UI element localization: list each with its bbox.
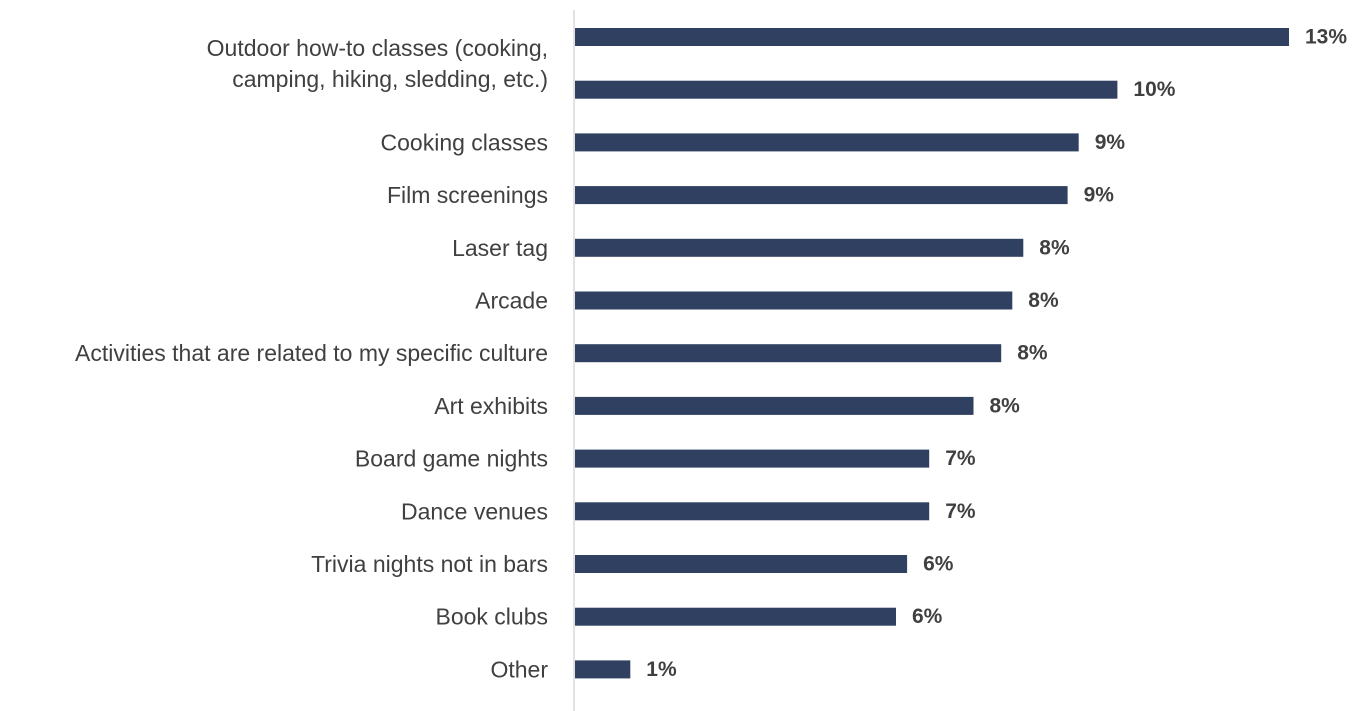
data-label: 8% xyxy=(990,394,1021,417)
data-label: 8% xyxy=(1017,342,1048,365)
category-label: Board game nights xyxy=(355,446,548,472)
bar xyxy=(575,28,1289,46)
category-label: Film screenings xyxy=(387,182,548,208)
bar xyxy=(575,607,896,626)
bar xyxy=(575,186,1068,205)
bars-layer xyxy=(575,28,1289,679)
category-label: Laser tag xyxy=(452,235,548,261)
data-label: 10% xyxy=(1133,78,1175,101)
bar xyxy=(575,502,930,521)
bar xyxy=(575,449,930,468)
data-label: 6% xyxy=(912,605,943,628)
category-label: Book clubs xyxy=(435,604,548,630)
data-label: 6% xyxy=(923,553,954,576)
category-label: Art exhibits xyxy=(434,393,548,419)
data-label: 8% xyxy=(1039,236,1070,259)
category-label: Trivia nights not in bars xyxy=(311,551,548,577)
data-label: 8% xyxy=(1028,289,1059,312)
bar xyxy=(575,291,1013,310)
category-label: Arcade xyxy=(475,288,548,314)
data-label: 9% xyxy=(1084,184,1115,207)
category-label: camping, hiking, sledding, etc.) xyxy=(232,66,548,92)
bar xyxy=(575,396,974,415)
bar xyxy=(575,555,908,573)
category-label: Other xyxy=(490,656,548,682)
bar xyxy=(575,80,1118,99)
data-label: 7% xyxy=(945,500,976,523)
category-label: Activities that are related to my specif… xyxy=(75,340,548,366)
data-label: 1% xyxy=(646,658,677,681)
data-label: 13% xyxy=(1305,26,1347,49)
category-label: Dance venues xyxy=(401,498,548,524)
data-label: 9% xyxy=(1095,131,1126,154)
bar xyxy=(575,238,1024,257)
bar xyxy=(575,344,1002,363)
category-labels-layer: Outdoor how-to classes (cooking, camping,… xyxy=(75,35,548,683)
category-label: Cooking classes xyxy=(381,129,548,155)
category-label: Outdoor how-to classes (cooking, xyxy=(207,35,548,61)
bar xyxy=(575,660,631,679)
value-labels-layer: 13% 10% 9% 9% 8% 8% 8% 8% 7% 7% 6% 6% 1% xyxy=(646,26,1347,681)
bar xyxy=(575,133,1079,152)
data-label: 7% xyxy=(945,447,976,470)
